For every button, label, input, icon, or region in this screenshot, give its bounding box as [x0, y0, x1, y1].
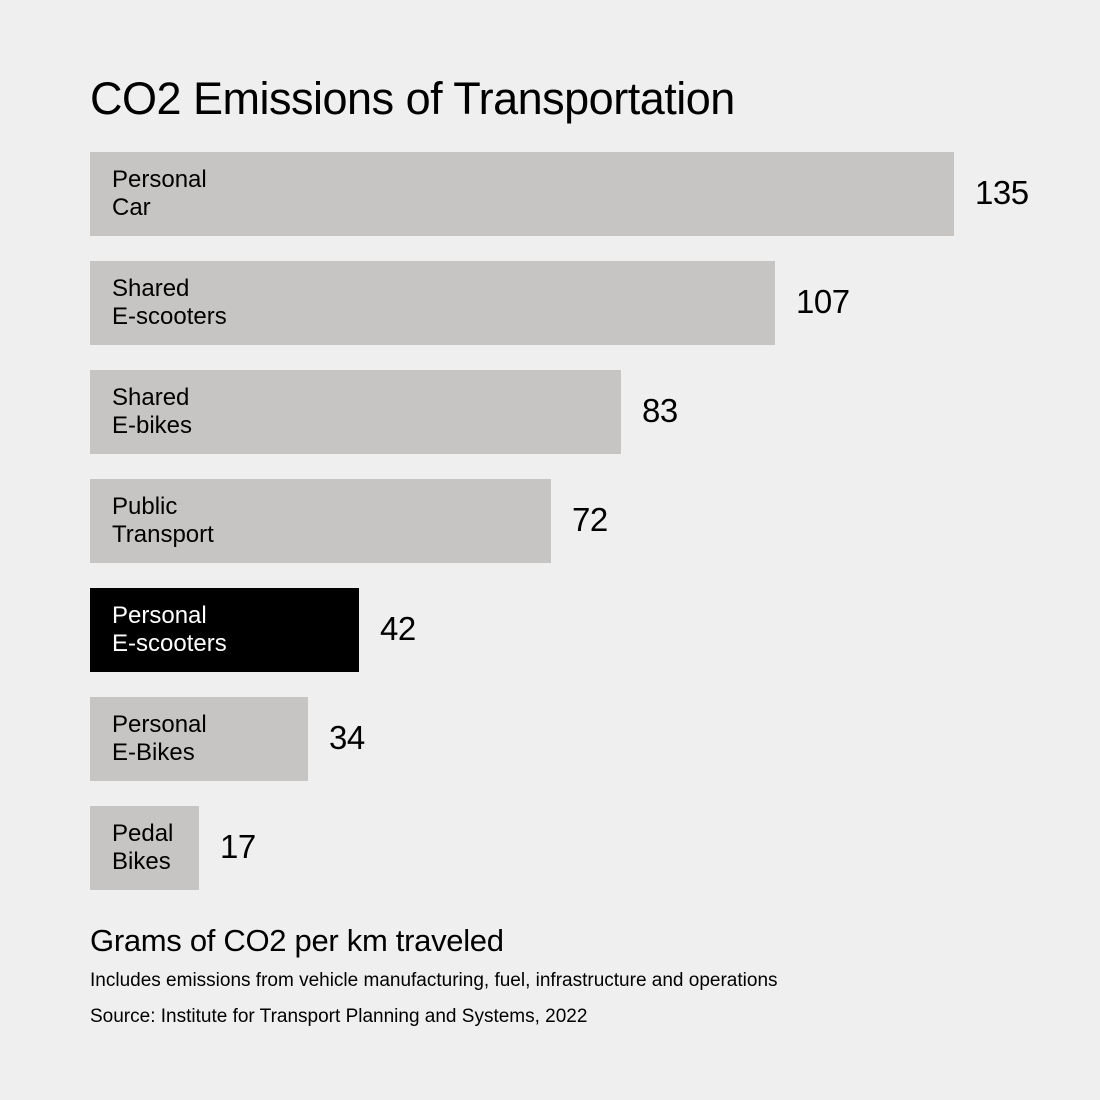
bar-3 [90, 479, 551, 563]
bar-6 [90, 806, 199, 890]
bar-chart: Personal Car 135 Shared E-scooters 107 Share… [90, 152, 1029, 890]
bar-value-6: 17 [220, 828, 256, 865]
bar-label-6: Pedal Bikes [112, 820, 174, 875]
bar-value-0: 135 [975, 174, 1029, 211]
bar-label-3: Public Transport [112, 493, 214, 548]
bar-label-2: Shared E-bikes [112, 384, 193, 439]
bar-label-1: Shared E-scooters [112, 275, 227, 330]
chart-note: Includes emissions from vehicle manufact… [90, 970, 778, 991]
chart-subtitle: Grams of CO2 per km traveled [90, 923, 504, 958]
bar-value-1: 107 [796, 283, 850, 320]
chart-source: Source: Institute for Transport Planning… [90, 1006, 588, 1027]
bar-value-2: 83 [642, 392, 678, 429]
bar-label-5: Personal E-Bikes [112, 711, 207, 766]
bar-4 [90, 588, 359, 672]
bar-label-4: Personal E-scooters [112, 602, 227, 657]
bar-1 [90, 261, 775, 345]
bar-2 [90, 370, 621, 454]
bar-value-3: 72 [572, 501, 608, 538]
bar-value-4: 42 [380, 610, 416, 647]
chart-title: CO2 Emissions of Transportation [90, 73, 735, 124]
bar-5 [90, 697, 308, 781]
bar-label-0: Personal Car [112, 166, 207, 221]
bar-value-5: 34 [329, 719, 365, 756]
bar-0 [90, 152, 954, 236]
